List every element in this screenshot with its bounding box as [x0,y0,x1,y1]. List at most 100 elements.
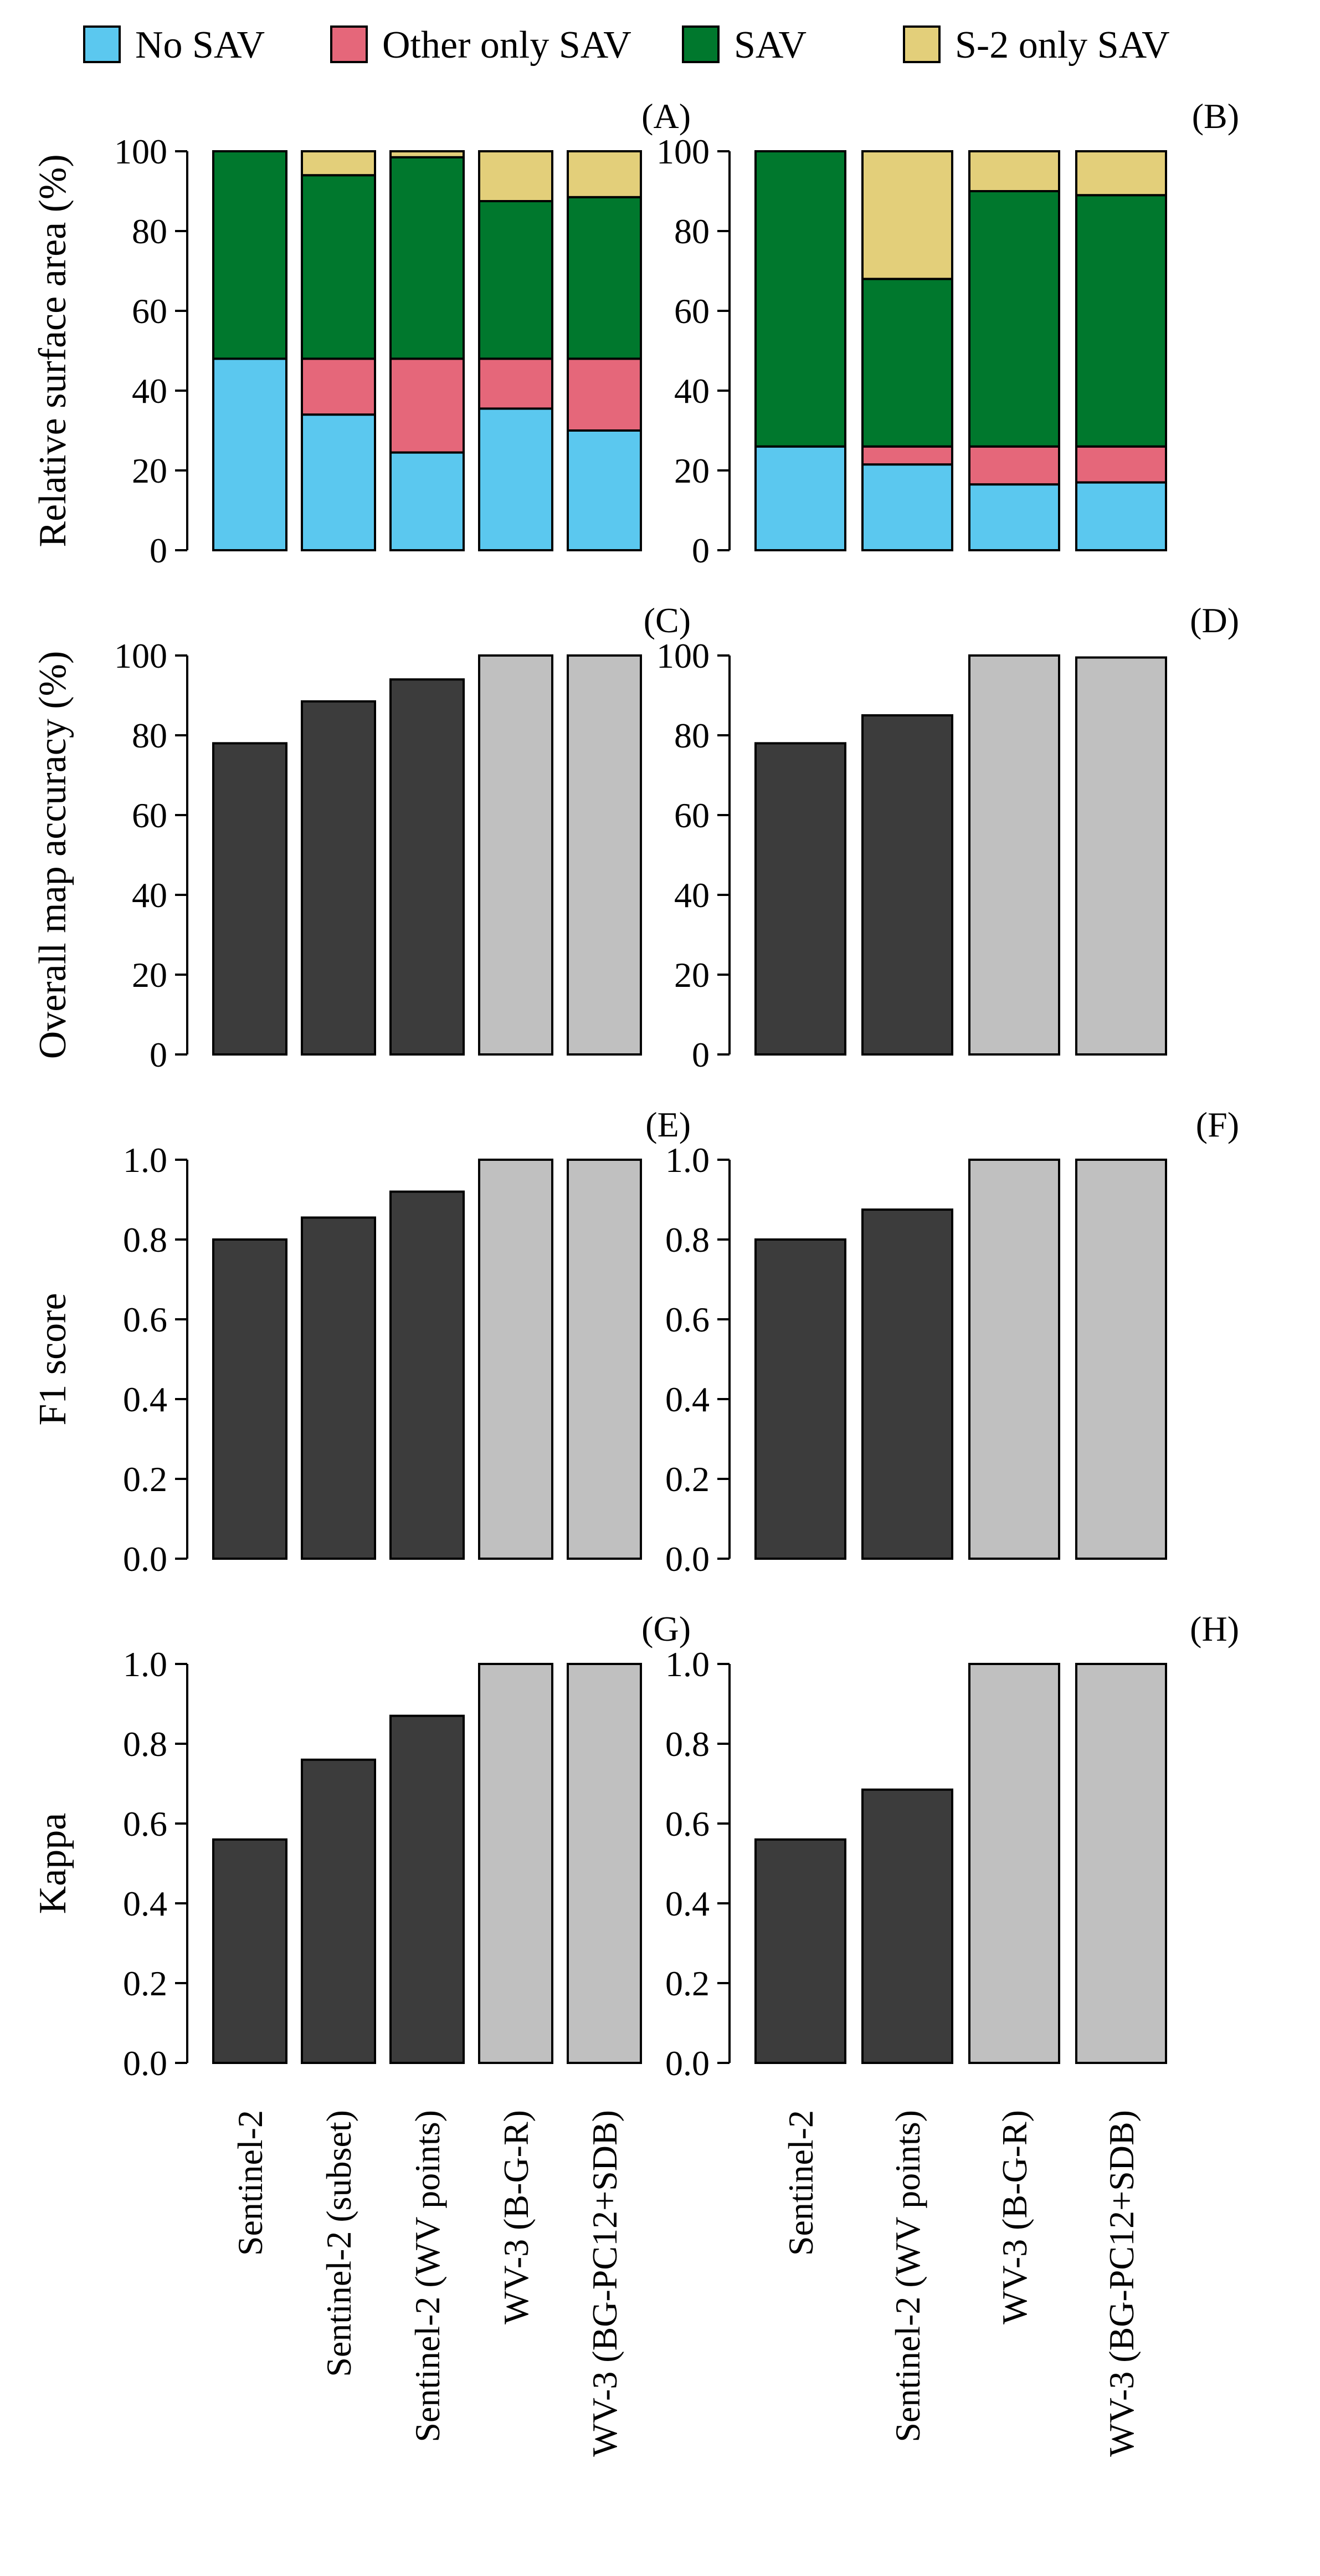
y-tick-label: 0.8 [665,1724,710,1764]
y-tick-label: 100 [114,636,167,675]
bar [861,714,953,1056]
legend: No SAV Other only SAV SAV S-2 only SAV [83,24,1170,66]
y-tick-label: 0.4 [665,1380,710,1419]
bar-segment-no-sav [478,407,553,552]
bar [389,1714,465,2065]
bar-segment-no-sav [861,463,953,552]
category-label: Sentinel-2 [230,2110,270,2256]
bar [389,678,465,1056]
bar [212,1238,287,1560]
legend-label: Other only SAV [382,24,631,66]
legend-label: No SAV [135,24,265,66]
bar-segment-s-2-only-sav [567,150,642,198]
panel-label: (A) [641,96,691,136]
bar [478,654,553,1056]
bar-segment-sav [861,278,953,448]
panel-e: 0.0 0.2 0.4 0.6 0.8 1.0 (E) [123,1105,691,1579]
bar-segment-other-only-sav [1075,445,1167,484]
y-tick-label: 40 [674,371,710,411]
y-axis-title: Overall map accuracy (%) [32,651,74,1059]
bar-segment-sav [478,200,553,360]
y-tick-label: 0.0 [665,1539,710,1579]
bar-segment-no-sav [968,483,1060,552]
bar-segment-no-sav [389,451,465,551]
legend-label: SAV [734,24,807,66]
legend-swatch-s2-only [903,25,941,63]
y-tick-label: 0.4 [123,1380,167,1419]
y-tick-label: 0.8 [123,1220,167,1259]
bar-segment-other-only-sav [389,357,465,454]
panel-label: (D) [1190,601,1239,640]
category-label: WV-3 (B-G-R) [496,2110,536,2324]
y-axis-title: Relative surface area (%) [32,154,74,547]
y-tick-label: 0.6 [123,1804,167,1843]
bar [861,1208,953,1560]
y-tick-label: 20 [132,451,167,490]
y-axis-title: Kappa [32,1813,74,1914]
panel-h: 0.0 0.2 0.4 0.6 0.8 1.0 (H) [665,1609,1239,2083]
panel-b: 0 20 40 60 80 100 (B) [656,96,1239,570]
category-label: Sentinel-2 (subset) [319,2110,358,2377]
y-tick-label: 80 [674,716,710,755]
bar-segment-s-2-only-sav [1075,150,1167,197]
y-tick-label: 80 [674,212,710,251]
bar-segment-s-2-only-sav [301,150,376,177]
y-tick-label: 0.8 [665,1220,710,1259]
bar-segment-other-only-sav [861,445,953,466]
bar [567,1159,642,1560]
panel-label: (F) [1196,1105,1239,1144]
bar-segment-no-sav [754,445,846,551]
bar [754,1838,846,2065]
legend-swatch-other-only [330,25,368,63]
bar-segment-s-2-only-sav [389,150,465,158]
bar [567,654,642,1056]
bar-segment-no-sav [301,413,376,552]
y-tick-label: 40 [132,371,167,411]
y-tick-label: 0 [692,1035,710,1074]
y-tick-label: 0.2 [123,1459,167,1499]
category-label: WV-3 (BG-PC12+SDB) [1102,2110,1141,2457]
bar-segment-no-sav [212,357,287,552]
bar [968,1159,1060,1560]
y-tick-label: 80 [132,212,167,251]
y-tick-label: 0.0 [123,1539,167,1579]
y-tick-label: 1.0 [123,1645,167,1684]
bar-segment-other-only-sav [968,445,1060,486]
bar [212,1838,287,2065]
y-tick-label: 0.2 [123,1964,167,2003]
bar-segment-sav [754,150,846,448]
y-tick-label: 1.0 [123,1140,167,1180]
category-label: WV-3 (BG-PC12+SDB) [585,2110,624,2457]
bar [301,1216,376,1560]
bar [1075,1159,1167,1560]
panel-label: (G) [641,1609,691,1648]
panel-a: 0 20 40 60 80 100 (A) [114,96,691,570]
bar [968,654,1060,1056]
bar-segment-s-2-only-sav [968,150,1060,192]
y-tick-label: 0 [150,1035,167,1074]
bar-segment-no-sav [1075,481,1167,551]
bar-segment-s-2-only-sav [861,150,953,280]
category-label: Sentinel-2 [781,2110,820,2256]
y-tick-label: 20 [674,451,710,490]
y-tick-label: 0.6 [665,1804,710,1843]
bar-segment-sav [301,174,376,360]
y-tick-label: 40 [132,875,167,915]
bar-segment-other-only-sav [301,357,376,416]
y-tick-label: 0 [692,531,710,570]
y-tick-label: 100 [656,636,710,675]
y-tick-label: 80 [132,716,167,755]
y-tick-label: 1.0 [665,1645,710,1684]
y-tick-label: 0.4 [665,1884,710,1923]
bar-segment-other-only-sav [567,357,642,432]
y-tick-label: 0.2 [665,1459,710,1499]
panel-label: (C) [644,601,691,640]
bar [478,1663,553,2064]
bar-segment-sav [212,150,287,360]
y-tick-label: 0.0 [665,2044,710,2083]
panel-d: 0 20 40 60 80 100 (D) [656,601,1239,1074]
bar [1075,1663,1167,2064]
panel-c: 0 20 40 60 80 100 (C) [114,601,691,1074]
legend-swatch-sav [682,25,720,63]
